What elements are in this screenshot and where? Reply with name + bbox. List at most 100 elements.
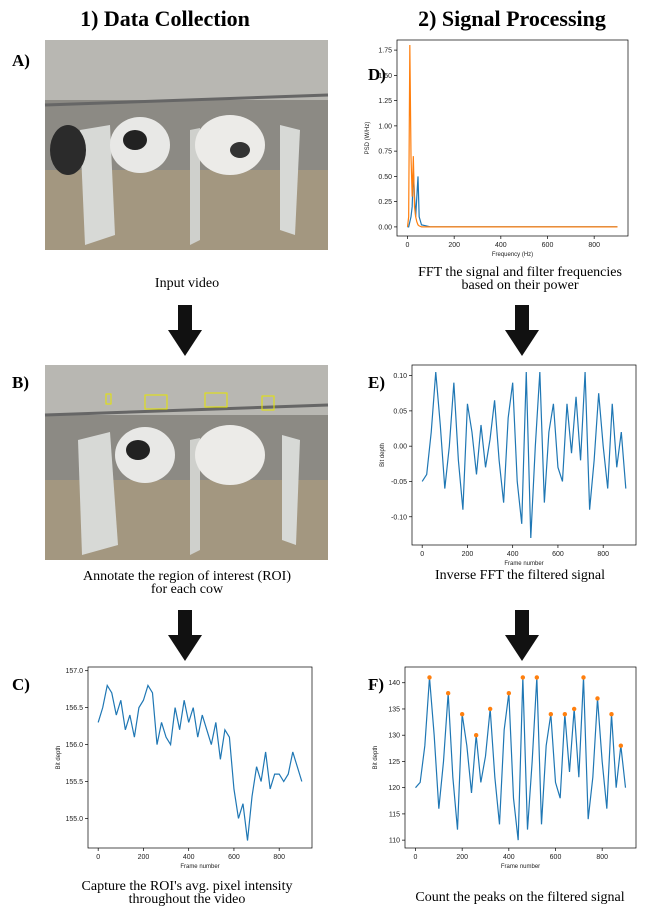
peak-marker [520,675,526,680]
panel-letter: D) [368,65,386,84]
y-axis-label: Bit depth [56,746,62,770]
heading: 1) Data Collection [80,6,250,31]
x-tick-label: 200 [138,854,150,861]
caption: Count the peaks on the filtered signal [415,890,624,905]
caption: Input video [155,276,219,291]
y-axis-label: Bit depth [380,443,386,467]
heading: 2) Signal Processing [418,6,606,31]
peak-marker [609,712,614,717]
y-tick-label: 115 [389,811,400,818]
y-tick-label: 135 [388,706,400,713]
y-tick-label: 0.50 [378,174,392,181]
y-tick-label: 110 [389,838,400,845]
y-tick-label: 156.0 [65,742,83,749]
y-tick-label: 155.0 [65,816,83,823]
caption: Annotate the region of interest (ROI) [83,569,291,584]
data-line [421,372,627,538]
panel-letter: B) [12,373,29,392]
peak-marker [571,706,577,712]
y-tick-label: 1.25 [378,98,392,105]
caption: Inverse FFT the filtered signal [435,568,605,583]
y-tick-label: 0.05 [393,408,407,415]
x-axis-label: Frame number [501,864,540,870]
caption: throughout the video [129,892,246,907]
x-tick-label: 400 [183,854,195,861]
flow-arrow [505,610,539,661]
y-tick-label: 1.75 [378,48,392,55]
x-tick-label: 200 [456,854,468,861]
panel-letter: F) [368,675,384,694]
video-frame-annotated [44,365,329,560]
panel-letter: A) [12,51,30,70]
x-tick-label: 200 [448,242,460,249]
data-line [406,45,618,228]
x-axis-label: Frame number [180,864,219,870]
peak-marker [445,691,451,696]
x-tick-label: 0 [414,854,418,861]
plot-frame [87,666,313,849]
peak-marker [548,712,554,717]
y-tick-label: -0.05 [391,479,407,486]
flow-arrow [168,305,202,356]
x-tick-label: 800 [596,854,608,861]
y-tick-label: 157.0 [65,668,83,675]
caption: for each cow [151,582,224,597]
x-tick-label: 400 [503,854,515,861]
peak-marker [506,691,512,696]
x-tick-label: 0 [420,551,424,558]
y-tick-label: 0.75 [378,149,392,156]
x-tick-label: 600 [550,854,562,861]
plot-frame [411,364,637,546]
plot-frame [396,39,629,237]
panel-letter: E) [368,373,385,392]
x-tick-label: 400 [495,242,507,249]
y-tick-label: 130 [388,733,400,740]
peak-marker [562,712,568,717]
data-line [407,171,618,228]
panel-letter: C) [12,675,30,694]
y-tick-label: 0.00 [378,224,392,231]
peak-marker [487,706,493,712]
peak-marker [459,712,465,717]
y-tick-label: 125 [388,759,400,766]
plot-frame [404,666,637,849]
x-axis-label: Frame number [504,561,543,567]
y-tick-label: 0.25 [378,199,392,206]
data-line [97,683,303,841]
x-tick-label: 800 [588,242,600,249]
x-tick-label: 600 [552,551,564,558]
y-tick-label: -0.10 [391,514,407,521]
caption: FFT the signal and filter frequencies [418,265,622,280]
x-tick-label: 600 [228,854,240,861]
x-tick-label: 0 [96,854,100,861]
peak-marker [618,743,624,748]
caption: Capture the ROI's avg. pixel intensity [82,879,293,894]
y-tick-label: 140 [388,680,400,687]
y-tick-label: 156.5 [65,705,83,712]
x-tick-label: 0 [406,242,410,249]
y-axis-label: PSD (W/Hz) [365,122,371,155]
y-tick-label: 120 [388,785,400,792]
flow-arrow [505,305,539,356]
x-tick-label: 600 [542,242,554,249]
data-line [415,677,627,841]
peak-marker [595,696,600,701]
y-tick-label: 155.5 [65,779,83,786]
caption: based on their power [461,278,578,293]
peak-marker [534,675,540,680]
x-tick-label: 800 [273,854,285,861]
x-tick-label: 400 [507,551,519,558]
video-frame [44,40,329,250]
peak-marker [473,733,479,738]
y-tick-label: 1.50 [378,73,392,80]
y-tick-label: 0.10 [393,373,407,380]
x-tick-label: 200 [462,551,474,558]
y-tick-label: 1.00 [378,123,392,130]
flow-arrow [168,610,202,661]
peak-marker [427,675,432,680]
peak-marker [581,675,586,680]
x-axis-label: Frequency (Hz) [492,252,533,258]
x-tick-label: 800 [597,551,609,558]
y-axis-label: Bit depth [373,746,379,770]
